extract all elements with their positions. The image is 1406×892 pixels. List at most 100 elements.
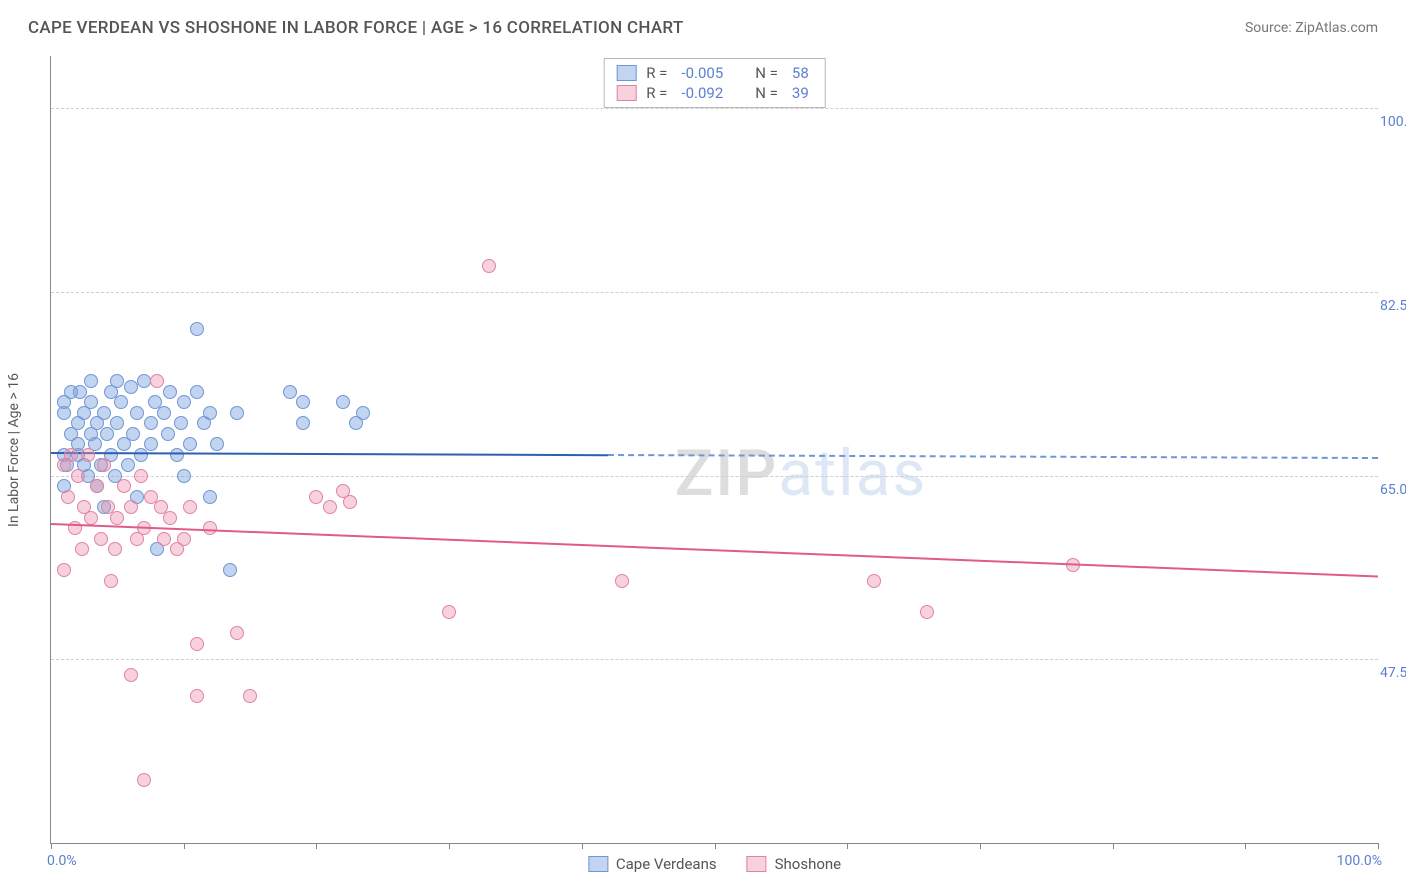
data-point [615, 574, 629, 588]
data-point [170, 448, 184, 462]
data-point [163, 385, 177, 399]
x-tick [316, 843, 317, 849]
x-tick [980, 843, 981, 849]
r-label-1: R = [646, 64, 667, 82]
data-point [126, 427, 140, 441]
data-point [57, 563, 71, 577]
data-point [442, 605, 456, 619]
legend-swatch-cape-verdeans [588, 856, 608, 872]
data-point [137, 773, 151, 787]
correlation-legend: R = -0.005 N = 58 R = -0.092 N = 39 [603, 58, 826, 108]
data-point [243, 689, 257, 703]
data-point [104, 574, 118, 588]
x-tick [184, 843, 185, 849]
data-point [110, 374, 124, 388]
data-point [157, 406, 171, 420]
y-tick-label: 100.0% [1380, 114, 1406, 130]
data-point [343, 495, 357, 509]
correlation-row-2: R = -0.092 N = 39 [616, 83, 813, 103]
x-tick [582, 843, 583, 849]
data-point [124, 380, 138, 394]
data-point [114, 395, 128, 409]
n-label-1: N = [755, 64, 778, 82]
watermark-atlas: atlas [778, 436, 927, 511]
correlation-row-1: R = -0.005 N = 58 [616, 63, 813, 83]
trend-line [608, 454, 1378, 459]
data-point [134, 469, 148, 483]
data-point [203, 406, 217, 420]
data-point [61, 490, 75, 504]
watermark: ZIPatlas [675, 436, 928, 511]
data-point [283, 385, 297, 399]
legend-item-1: Cape Verdeans [588, 855, 717, 873]
gridline [51, 476, 1378, 477]
data-point [100, 427, 114, 441]
data-point [174, 416, 188, 430]
data-point [323, 500, 337, 514]
data-point [121, 458, 135, 472]
legend-item-2: Shoshone [747, 855, 842, 873]
data-point [64, 448, 78, 462]
plot-canvas: ZIPatlas R = -0.005 N = 58 R = -0.092 N … [50, 56, 1378, 844]
y-tick-label: 65.0% [1380, 482, 1406, 498]
data-point [110, 416, 124, 430]
data-point [296, 395, 310, 409]
trend-line [51, 523, 1378, 577]
n-value-1: 58 [792, 64, 809, 82]
gridline [51, 659, 1378, 660]
data-point [336, 395, 350, 409]
x-tick [1378, 843, 1379, 849]
data-point [137, 374, 151, 388]
legend-label-1: Cape Verdeans [616, 855, 717, 873]
data-point [190, 689, 204, 703]
gridline [51, 108, 1378, 109]
data-point [183, 437, 197, 451]
x-tick [847, 843, 848, 849]
data-point [190, 385, 204, 399]
data-point [97, 458, 111, 472]
data-point [84, 374, 98, 388]
legend-swatch-shoshone [747, 856, 767, 872]
data-point [482, 259, 496, 273]
data-point [161, 427, 175, 441]
data-point [94, 532, 108, 546]
x-tick [715, 843, 716, 849]
data-point [90, 479, 104, 493]
data-point [190, 322, 204, 336]
data-point [190, 637, 204, 651]
series-legend: Cape Verdeans Shoshone [588, 855, 841, 873]
chart-title: CAPE VERDEAN VS SHOSHONE IN LABOR FORCE … [28, 18, 684, 38]
data-point [920, 605, 934, 619]
data-point [144, 416, 158, 430]
data-point [124, 500, 138, 514]
data-point [84, 511, 98, 525]
data-point [75, 542, 89, 556]
data-point [124, 668, 138, 682]
legend-label-2: Shoshone [775, 855, 842, 873]
x-axis-min: 0.0% [47, 853, 77, 869]
watermark-zip: ZIP [675, 436, 779, 511]
data-point [203, 490, 217, 504]
data-point [71, 469, 85, 483]
data-point [81, 448, 95, 462]
x-tick [449, 843, 450, 849]
data-point [183, 500, 197, 514]
data-point [144, 437, 158, 451]
data-point [867, 574, 881, 588]
legend-swatch-2 [616, 85, 636, 101]
legend-swatch-1 [616, 65, 636, 81]
data-point [130, 406, 144, 420]
data-point [230, 406, 244, 420]
chart-header: CAPE VERDEAN VS SHOSHONE IN LABOR FORCE … [0, 0, 1406, 48]
y-axis-label: In Labor Force | Age > 16 [6, 373, 22, 527]
r-value-2: -0.092 [681, 84, 723, 102]
data-point [177, 532, 191, 546]
data-point [117, 479, 131, 493]
y-tick-label: 47.5% [1380, 665, 1406, 681]
data-point [110, 511, 124, 525]
plot-area: In Labor Force | Age > 16 ZIPatlas R = -… [50, 56, 1378, 844]
data-point [97, 406, 111, 420]
x-axis-max: 100.0% [1337, 853, 1382, 869]
data-point [230, 626, 244, 640]
data-point [177, 469, 191, 483]
